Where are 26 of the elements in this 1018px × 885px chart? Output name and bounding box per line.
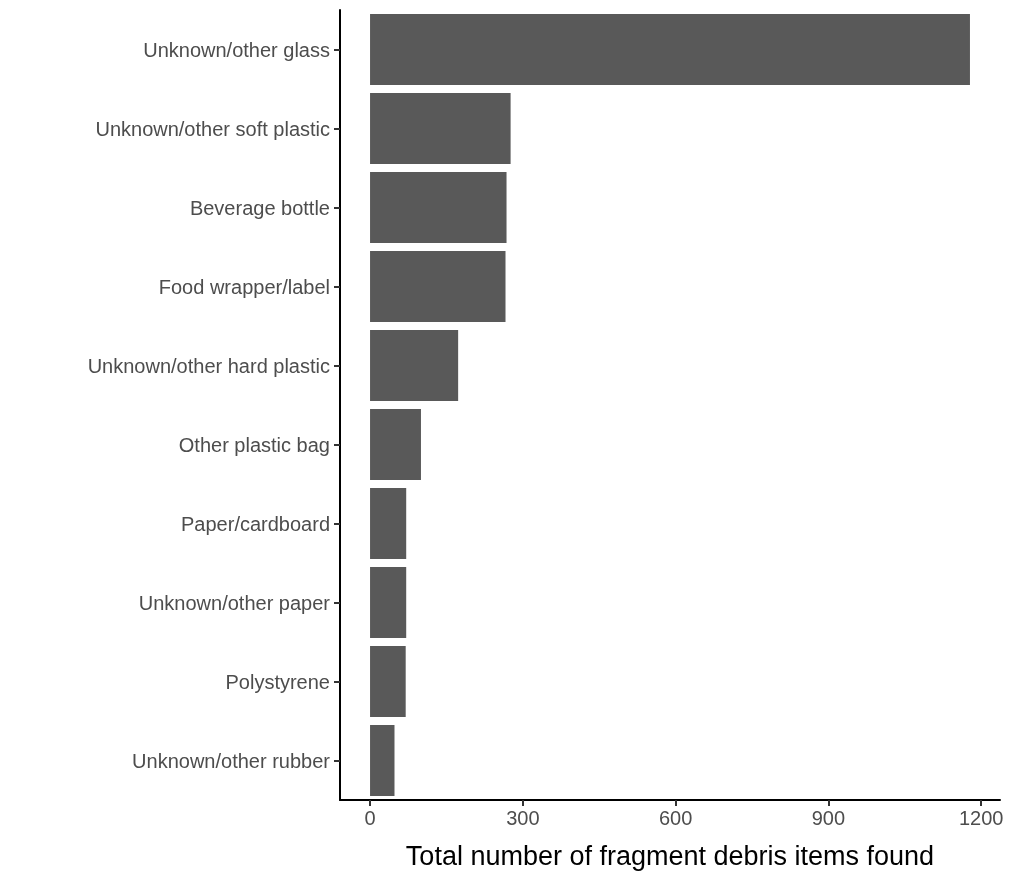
- x-tick-label: 300: [506, 807, 540, 829]
- x-tick-label: 0: [364, 807, 376, 829]
- bar: [370, 171, 507, 244]
- y-tick-label: Unknown/other rubber: [132, 749, 331, 772]
- y-tick-label: Unknown/other glass: [143, 38, 330, 61]
- bar: [370, 329, 459, 402]
- y-tick-label: Unknown/other hard plastic: [87, 354, 330, 377]
- y-tick-label: Beverage bottle: [189, 196, 330, 219]
- bar: [370, 408, 421, 481]
- bar: [370, 724, 395, 797]
- bar: [370, 250, 506, 323]
- x-tick-label: 900: [811, 807, 846, 829]
- x-tick-label: 1200: [958, 807, 1004, 829]
- y-tick-label: Other plastic bag: [178, 433, 330, 456]
- bar: [370, 566, 407, 639]
- bar: [370, 92, 511, 165]
- bar: [370, 13, 970, 86]
- bar: [370, 487, 407, 560]
- y-tick-label: Food wrapper/label: [158, 275, 330, 298]
- x-tick-label: 600: [658, 807, 693, 829]
- y-tick-label: Unknown/other paper: [138, 591, 331, 614]
- y-tick-label: Polystyrene: [225, 670, 330, 693]
- bar: [370, 645, 406, 718]
- y-tick-label: Paper/cardboard: [181, 512, 330, 535]
- x-axis-title: Total number of fragment debris items found: [405, 840, 935, 871]
- y-tick-label: Unknown/other soft plastic: [95, 117, 330, 140]
